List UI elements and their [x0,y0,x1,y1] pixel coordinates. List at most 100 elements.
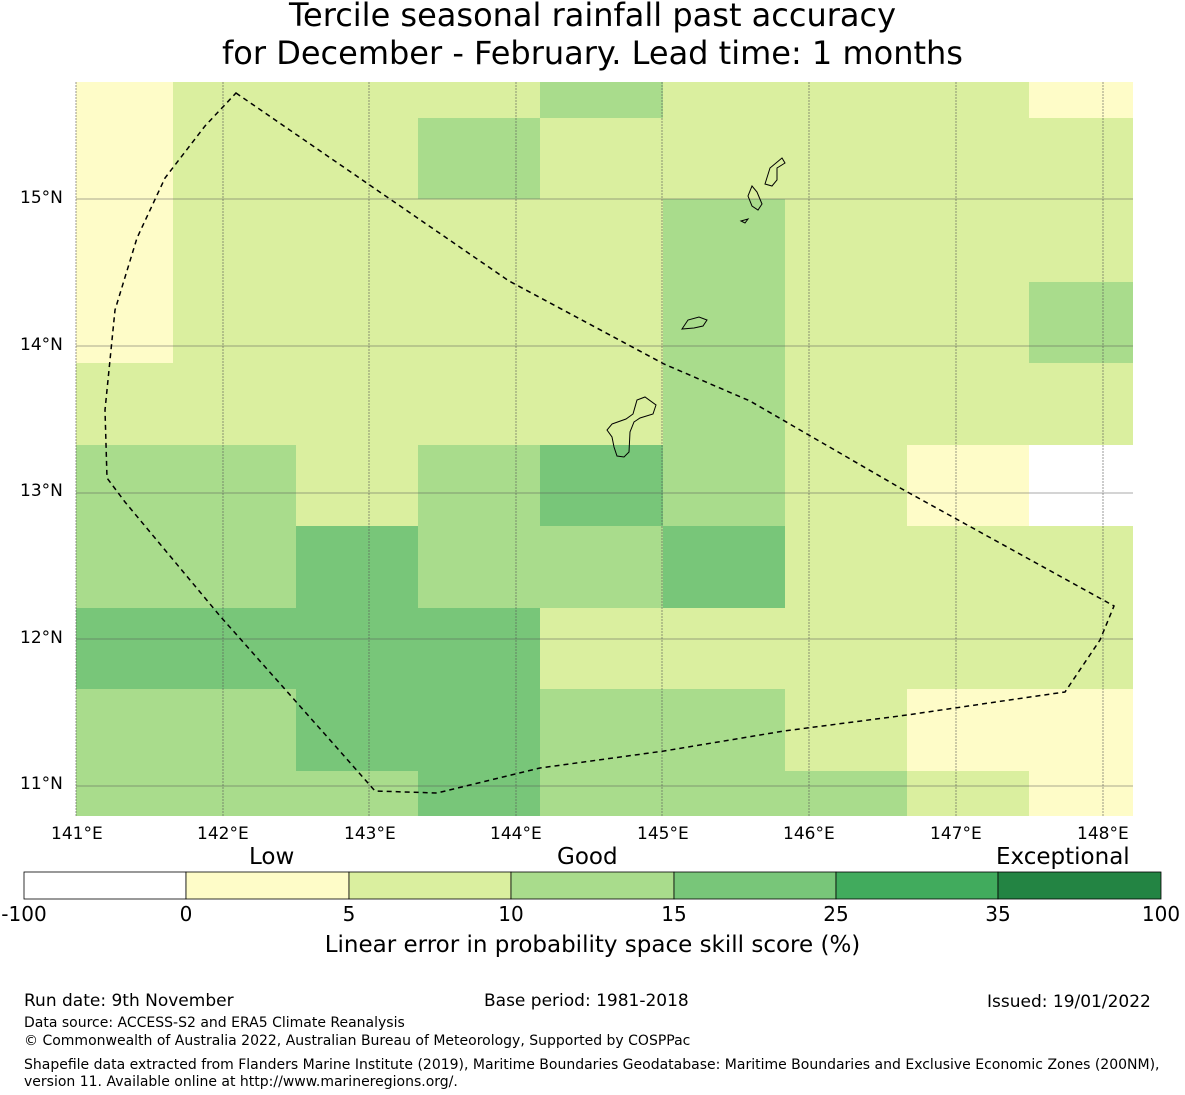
grid-cell [173,199,296,282]
grid-cell [907,445,1029,526]
run-date: Run date: 9th November [24,991,234,1011]
lat-tick-label: 14°N [20,335,63,355]
grid-cell [540,445,663,526]
grid-cell [296,363,418,445]
colorbar-tick: 5 [342,902,356,926]
grid-cell [663,608,785,689]
base-period: Base period: 1981-2018 [484,991,689,1011]
grid-cell [785,118,907,199]
grid-cell [540,363,663,445]
grid-cell [296,82,418,118]
grid-cell [540,118,663,199]
grid-cell [1029,771,1133,816]
colorbar-bin [23,871,187,900]
grid-cell [540,608,663,689]
lat-tick-label: 11°N [20,774,63,794]
colorbar-tick: 10 [498,902,524,926]
grid-cell [663,771,785,816]
grid-cell [173,282,296,363]
copyright: © Commonwealth of Australia 2022, Austra… [24,1033,691,1049]
island-guam [606,396,657,458]
grid-cell [173,82,296,118]
colorbar-category-good: Good [557,844,618,870]
issued-date: Issued: 19/01/2022 [987,992,1151,1012]
grid-cell [540,689,663,771]
grid-cell [663,282,785,363]
grid-cell [418,526,540,608]
grid-cell [418,689,540,771]
grid-cell [907,363,1029,445]
grid-cell [173,118,296,199]
lon-tick-label: 148°E [1077,824,1129,844]
grid-cell [663,363,785,445]
grid-cell [418,608,540,689]
lon-tick-label: 146°E [783,824,835,844]
grid-cell [663,526,785,608]
map-title-line-2: for December - February. Lead time: 1 mo… [222,34,963,72]
colorbar-bin [348,871,512,900]
grid-cell [296,689,418,771]
colorbar-category-exceptional: Exceptional [996,844,1130,870]
grid-cell [663,689,785,771]
colorbar [23,871,1162,900]
grid-cell [540,526,663,608]
lat-tick-label: 13°N [20,481,63,501]
grid-cell [1029,82,1133,118]
grid-cell [785,445,907,526]
grid-cell [785,689,907,771]
grid-cell [663,118,785,199]
islands [606,157,786,458]
colorbar-tick: -100 [1,902,47,926]
grid-cell [540,82,663,118]
map-title-line-1: Tercile seasonal rainfall past accuracy [288,0,897,34]
lon-tick-label: 141°E [51,824,103,844]
grid-cell [663,445,785,526]
lon-tick-label: 142°E [197,824,249,844]
grid-cell [418,771,540,816]
colorbar-label: Linear error in probability space skill … [324,932,861,958]
grid-cell [785,363,907,445]
colorbar-tick: 100 [1141,902,1181,926]
grid-cell [785,526,907,608]
grid-cell [173,689,296,771]
grid-cell [76,771,173,816]
grid-cell [785,608,907,689]
grid-cell [418,445,540,526]
grid-cell [1029,118,1133,199]
grid-cell [785,282,907,363]
data-source: Data source: ACCESS-S2 and ERA5 Climate … [24,1015,405,1031]
grid-cell [76,82,173,363]
grid-cell [785,82,907,118]
grid-cell [418,118,540,199]
grid-cell [173,363,296,445]
grid-cell [418,282,540,363]
colorbar-tick: 0 [179,902,193,926]
grid-cell [296,526,418,608]
grid-cell [296,771,418,816]
grid-cell [296,118,418,199]
grid-cell [1029,526,1133,608]
grid-cell [296,199,418,282]
grid-cell [173,445,296,526]
grid-cell [173,608,296,689]
grid-cell [296,608,418,689]
colorbar-tick: 25 [823,902,849,926]
grid-cell [907,82,1029,118]
grid-cell [907,282,1029,363]
grid-cell [1029,363,1133,445]
grid-cell [76,526,173,608]
grid-cell [907,199,1029,282]
grid-cell [907,771,1029,816]
island-saipan [764,157,786,187]
grid-cell [76,689,173,771]
grid-cell [540,199,663,282]
grid-cell [76,445,173,526]
lat-tick-label: 12°N [20,628,63,648]
grid-cell [418,82,540,118]
grid-cell [418,199,540,282]
grid-cell [1029,608,1133,689]
grid-cell [540,282,663,363]
colorbar-bin [185,871,350,900]
grid-cell [76,363,173,445]
